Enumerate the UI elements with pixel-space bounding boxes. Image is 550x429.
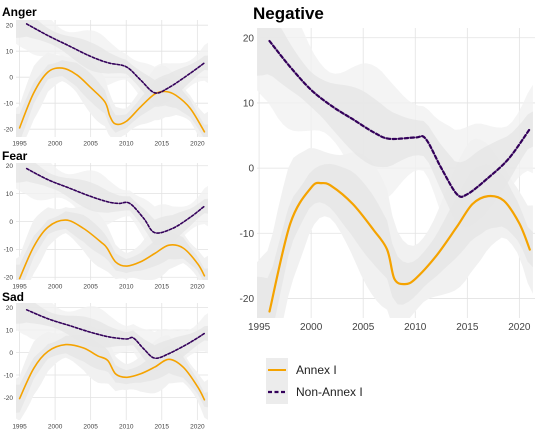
y-tick-label: -20 xyxy=(4,395,14,402)
y-tick-label: 10 xyxy=(6,191,14,198)
x-tick-label: 2000 xyxy=(48,141,63,148)
x-tick-label: 1995 xyxy=(248,322,271,333)
series-line-annex-i xyxy=(18,219,206,280)
series-line-non-annex-i xyxy=(25,309,206,360)
x-tick-label: 2005 xyxy=(352,322,375,333)
series-line-non-annex-i xyxy=(25,23,206,94)
panel-4: 1995 2000 2005 2010 2015 202020100-10-20Negat… xyxy=(240,4,535,333)
panel-title: Anger xyxy=(2,5,37,19)
panel-title: Negative xyxy=(253,4,324,23)
x-tick-label: 2010 xyxy=(119,284,134,291)
series-line-annex-i xyxy=(18,343,206,401)
plot-area xyxy=(16,303,208,420)
x-tick-label: 2015 xyxy=(155,284,170,291)
y-tick-label: -10 xyxy=(4,100,14,107)
legend-label-nonannex: Non-Annex I xyxy=(296,385,363,399)
x-tick-label: 2005 xyxy=(83,141,98,148)
y-tick-label: 20 xyxy=(6,305,14,312)
y-tick-label: 0 xyxy=(248,164,254,175)
x-tick-label: 2020 xyxy=(190,424,205,429)
x-tick-label: 1995 xyxy=(12,141,27,148)
x-tick-label: 2000 xyxy=(48,284,63,291)
y-tick-label: 0 xyxy=(9,219,13,226)
plot-area xyxy=(16,163,208,280)
x-tick-label: 2015 xyxy=(155,141,170,148)
x-tick-label: 2015 xyxy=(456,322,479,333)
y-tick-label: 10 xyxy=(6,327,14,334)
y-tick-label: 20 xyxy=(6,22,14,29)
x-tick-label: 2015 xyxy=(155,424,170,429)
x-tick-label: 2020 xyxy=(508,322,531,333)
x-tick-label: 2005 xyxy=(83,424,98,429)
y-tick-label: 20 xyxy=(243,33,255,44)
x-tick-label: 1995 xyxy=(12,284,27,291)
legend-label-annex: Annex I xyxy=(296,363,337,377)
panel-title: Fear xyxy=(2,149,28,163)
y-tick-label: -20 xyxy=(240,294,255,305)
nonannex-band-inner xyxy=(16,303,208,371)
y-tick-label: -20 xyxy=(4,274,14,281)
series-line-non-annex-i xyxy=(268,39,531,198)
nonannex-band-inner xyxy=(16,20,208,106)
y-tick-label: 0 xyxy=(9,74,13,81)
y-tick-label: 20 xyxy=(6,163,14,170)
x-tick-label: 2020 xyxy=(190,141,205,148)
x-tick-label: 2000 xyxy=(48,424,63,429)
legend: Annex I Non-Annex I xyxy=(266,358,363,404)
annex-band-inner xyxy=(16,211,208,280)
series-line-annex-i xyxy=(18,67,206,133)
y-tick-label: 10 xyxy=(243,98,255,109)
y-tick-label: -20 xyxy=(4,126,14,133)
x-tick-label: 2000 xyxy=(300,322,323,333)
panels: 1995 2000 2005 2010 2015 202020100-10-20Anger… xyxy=(2,4,535,429)
plot-area xyxy=(257,28,533,318)
x-tick-label: 2020 xyxy=(190,284,205,291)
plot-area xyxy=(16,20,208,137)
nonannex-band-inner xyxy=(257,28,533,228)
x-tick-label: 2005 xyxy=(83,284,98,291)
y-tick-label: -10 xyxy=(240,229,255,240)
nonannex-band-inner xyxy=(16,163,208,246)
x-tick-label: 2010 xyxy=(119,141,134,148)
y-tick-label: 10 xyxy=(6,48,14,55)
x-tick-label: 1995 xyxy=(12,424,27,429)
y-tick-label: 0 xyxy=(9,350,13,357)
y-tick-label: -10 xyxy=(4,372,14,379)
x-tick-label: 2010 xyxy=(404,322,427,333)
series-line-annex-i xyxy=(268,181,531,313)
panel-title: Sad xyxy=(2,290,24,304)
y-tick-label: -10 xyxy=(4,247,14,254)
x-tick-label: 2010 xyxy=(119,424,134,429)
series-line-non-annex-i xyxy=(25,167,206,234)
